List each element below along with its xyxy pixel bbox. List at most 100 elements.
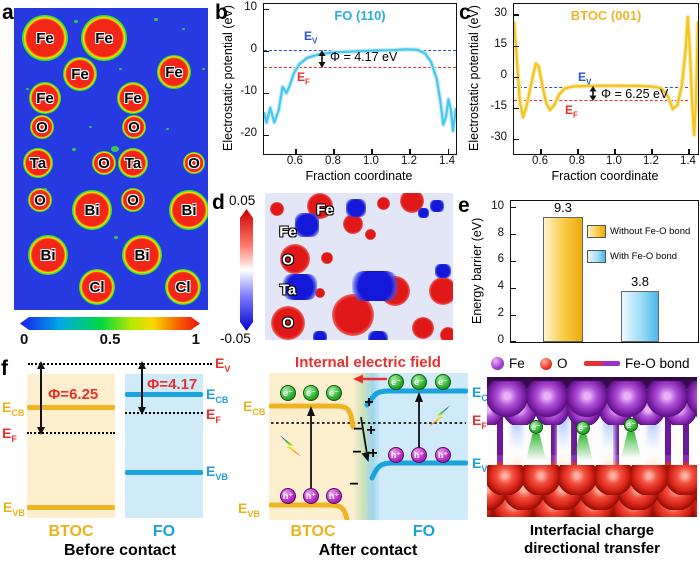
panel-b-ef-label: EF bbox=[297, 70, 310, 87]
before-fo-block bbox=[125, 374, 203, 518]
before-phi-btoc-arrow bbox=[37, 361, 45, 435]
atom-label: O bbox=[128, 118, 140, 136]
positive-charge-blob bbox=[343, 214, 363, 234]
density-speckle bbox=[114, 236, 118, 240]
atom-label: Fe bbox=[36, 29, 54, 47]
tick-mark bbox=[511, 341, 516, 343]
before-phi-fo-value: Φ=4.17 bbox=[147, 376, 198, 393]
panel-c-ef-label: EF bbox=[565, 103, 578, 120]
electron-flow-cone bbox=[573, 435, 593, 461]
hole: h⁺ bbox=[326, 488, 342, 504]
before-fo-ecb-label: ECB bbox=[206, 386, 229, 405]
positive-charge-blob bbox=[364, 228, 376, 240]
atom-label: Bi bbox=[134, 246, 150, 264]
atom-label: O bbox=[188, 154, 200, 172]
tick-mark bbox=[264, 50, 269, 52]
after-contact-diagram: e⁻ e⁻ e⁻ e⁻ e⁻ e⁻ h⁺ h⁺ h⁺ h⁺ h⁺ h⁺ + + + − − − bbox=[269, 373, 468, 520]
tick-mark bbox=[577, 149, 579, 154]
hole: h⁺ bbox=[388, 447, 404, 463]
legend-fe-label: Fe bbox=[509, 356, 525, 371]
negative-charge-blob bbox=[283, 274, 317, 300]
fe-atom-layer bbox=[487, 377, 697, 425]
before-btoc-ecb-label: ECB bbox=[2, 399, 25, 418]
positive-charge-blob bbox=[270, 202, 284, 216]
positive-charge-blob bbox=[332, 294, 374, 336]
y-tick-label: 0 bbox=[250, 43, 257, 56]
atom-blob-fe: Fe bbox=[63, 57, 97, 91]
minus-charge-symbol: − bbox=[349, 476, 359, 493]
tick-mark bbox=[651, 149, 653, 154]
panel-b-phi-value: Φ = 4.17 eV bbox=[330, 50, 398, 64]
right-caption-line2: directional transfer bbox=[524, 540, 660, 557]
bar-value-label: 3.8 bbox=[630, 273, 650, 289]
o-sphere-icon bbox=[540, 357, 552, 370]
atom-blob-fe: Fe bbox=[157, 55, 191, 89]
tick-mark bbox=[511, 314, 516, 316]
atom-label-ta: Ta bbox=[279, 281, 297, 299]
feo-bond-rod bbox=[665, 413, 671, 481]
feo-bond-rod bbox=[551, 413, 557, 481]
feo-bond-rod bbox=[497, 413, 503, 481]
atom-blob-ta: Ta bbox=[23, 148, 53, 178]
atom-label: Fe bbox=[71, 65, 89, 83]
atom-blob-o: O bbox=[28, 188, 52, 212]
negative-charge-blob bbox=[346, 199, 366, 217]
panel-f-label: f bbox=[1, 357, 8, 380]
atom-label: Bi bbox=[40, 246, 56, 264]
x-tick-label: 1.4 bbox=[679, 155, 696, 167]
feo-bond-icon bbox=[584, 361, 620, 366]
y-tick-label: 10 bbox=[244, 1, 257, 14]
atom-blob-fe: Fe bbox=[22, 15, 68, 61]
x-tick-label: 1.4 bbox=[439, 155, 456, 167]
positive-charge-blob bbox=[280, 244, 310, 274]
legend-feo-bond: Fe-O bond bbox=[584, 356, 690, 371]
before-btoc-ef-dotted bbox=[27, 432, 115, 434]
electron-flow-cone bbox=[621, 432, 641, 458]
after-fo-caption: FO bbox=[412, 523, 436, 540]
panel-b-curve bbox=[264, 47, 456, 134]
panel-a-colorbar bbox=[20, 317, 200, 330]
y-tick-label: 6 bbox=[497, 253, 504, 266]
panel-a-density-map: Fe Fe Fe Fe Fe Fe O O Ta O Ta O O Bi O Bi Bi Bi Cl Cl bbox=[14, 8, 208, 310]
density-speckle bbox=[202, 68, 205, 71]
y-tick-label: -20 bbox=[240, 127, 257, 140]
density-speckle bbox=[44, 188, 47, 191]
tick-mark bbox=[511, 207, 516, 209]
hole: h⁺ bbox=[303, 488, 319, 504]
colorbar-tick: 1 bbox=[191, 331, 200, 348]
atom-label: Cl bbox=[89, 278, 105, 296]
plus-charge-symbol: + bbox=[366, 422, 376, 439]
legend-item-without-feo: Without Fe-O bond bbox=[587, 225, 690, 238]
panel-b-label: b bbox=[215, 1, 228, 24]
atom-label: O bbox=[98, 154, 110, 172]
atom-blob-ta: Ta bbox=[118, 148, 148, 178]
panel-a-colorbar-ticks: 0 0.5 1 bbox=[20, 331, 200, 348]
atom-blob-fe: Fe bbox=[29, 82, 61, 114]
panel-d-colorbar-min: -0.05 bbox=[220, 331, 251, 346]
tick-mark bbox=[511, 287, 516, 289]
plus-charge-symbol: + bbox=[364, 394, 374, 411]
atom-label: Fe bbox=[36, 89, 54, 107]
x-tick-label: 0.6 bbox=[286, 155, 303, 167]
after-fo-block bbox=[379, 373, 468, 520]
density-speckle bbox=[74, 20, 78, 24]
before-btoc-vb-line bbox=[27, 505, 115, 510]
panel-b-plot: FO (110) EV Φ = 4.17 eV EF bbox=[263, 3, 457, 155]
y-tick-label: 0 bbox=[500, 69, 507, 82]
minus-charge-symbol: − bbox=[353, 421, 363, 438]
panel-c-title: BTOC (001) bbox=[570, 8, 642, 23]
density-speckle bbox=[89, 126, 92, 129]
density-speckle bbox=[166, 128, 169, 131]
density-speckle bbox=[119, 68, 122, 71]
atom-label: O bbox=[36, 118, 48, 136]
negative-charge-blob bbox=[313, 331, 327, 340]
x-tick-label: 1.2 bbox=[400, 155, 417, 167]
legend-o: O bbox=[540, 356, 568, 371]
legend-swatch-yellow bbox=[587, 225, 606, 238]
panel-d-charge-difference-map: Fe Fe O Ta O bbox=[265, 193, 453, 340]
electron: e⁻ bbox=[529, 420, 543, 434]
before-fo-ef-dotted bbox=[125, 412, 203, 414]
atom-label: O bbox=[127, 191, 139, 209]
x-tick-label: 0.8 bbox=[568, 155, 585, 167]
